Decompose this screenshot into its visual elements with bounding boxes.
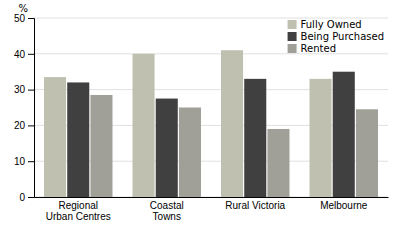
legend: Fully OwnedBeing PurchasedRented xyxy=(288,19,384,54)
bar xyxy=(133,54,155,197)
y-axis-line xyxy=(28,19,35,198)
x-tick: RegionalUrban Centres xyxy=(46,197,111,222)
bar-series xyxy=(67,72,355,197)
x-tick: Rural Victoria xyxy=(225,197,285,211)
bars xyxy=(44,50,378,197)
bar xyxy=(244,79,266,197)
plot: 0 10 20 30 40 50 RegionalUrban Centres CoastalT… xyxy=(14,13,389,222)
legend-item: Being Purchased xyxy=(288,31,384,42)
legend-swatch xyxy=(288,20,297,29)
y-tick: 50 xyxy=(14,13,34,24)
bar xyxy=(44,77,66,197)
x-axis: RegionalUrban Centres CoastalTowns Rural V… xyxy=(35,197,389,222)
y-tick-label: 10 xyxy=(14,156,26,167)
x-tick: CoastalTowns xyxy=(150,197,184,222)
x-tick: Melbourne xyxy=(320,197,368,211)
x-tick-label: RegionalUrban Centres xyxy=(46,200,111,222)
legend-item: Rented xyxy=(288,43,336,54)
bar xyxy=(310,79,332,197)
chart: 0 10 20 30 40 50 RegionalUrban Centres CoastalT… xyxy=(0,0,396,227)
y-axis-title: % xyxy=(18,3,28,14)
legend-item: Fully Owned xyxy=(288,19,362,30)
y-tick-mark xyxy=(28,18,34,19)
bar xyxy=(156,99,178,197)
bar xyxy=(179,108,201,198)
bar xyxy=(67,82,89,197)
bar xyxy=(356,109,378,197)
y-tick: 30 xyxy=(14,84,34,95)
y-tick-mark xyxy=(28,90,34,91)
bar-series xyxy=(90,95,378,197)
bar xyxy=(90,95,112,197)
x-tick-label: Rural Victoria xyxy=(225,200,285,211)
y-tick: 40 xyxy=(14,49,34,60)
x-tick-label: CoastalTowns xyxy=(150,200,184,222)
y-axis: 0 10 20 30 40 50 xyxy=(14,13,35,203)
y-tick-label: 0 xyxy=(19,192,25,203)
y-tick-label: 20 xyxy=(14,120,26,131)
legend-label: Rented xyxy=(301,43,336,54)
y-tick: 20 xyxy=(14,120,34,131)
y-tick: 0 xyxy=(19,192,34,203)
y-tick: 10 xyxy=(14,156,34,167)
y-tick-mark xyxy=(28,125,34,126)
y-tick-label: 50 xyxy=(14,13,26,24)
bar xyxy=(267,129,289,197)
legend-swatch xyxy=(288,32,297,41)
y-tick-mark xyxy=(28,161,34,162)
legend-label: Fully Owned xyxy=(301,19,362,30)
x-axis-line xyxy=(35,197,389,198)
legend-label: Being Purchased xyxy=(301,31,384,42)
bar-series xyxy=(44,50,332,197)
y-tick-label: 40 xyxy=(14,49,26,60)
bar xyxy=(333,72,355,197)
legend-swatch xyxy=(288,44,297,53)
x-tick-label: Melbourne xyxy=(320,200,368,211)
y-tick-mark xyxy=(28,197,34,198)
y-tick-label: 30 xyxy=(14,84,26,95)
bar xyxy=(221,50,243,197)
grid xyxy=(34,18,388,197)
y-tick-mark xyxy=(28,54,34,55)
